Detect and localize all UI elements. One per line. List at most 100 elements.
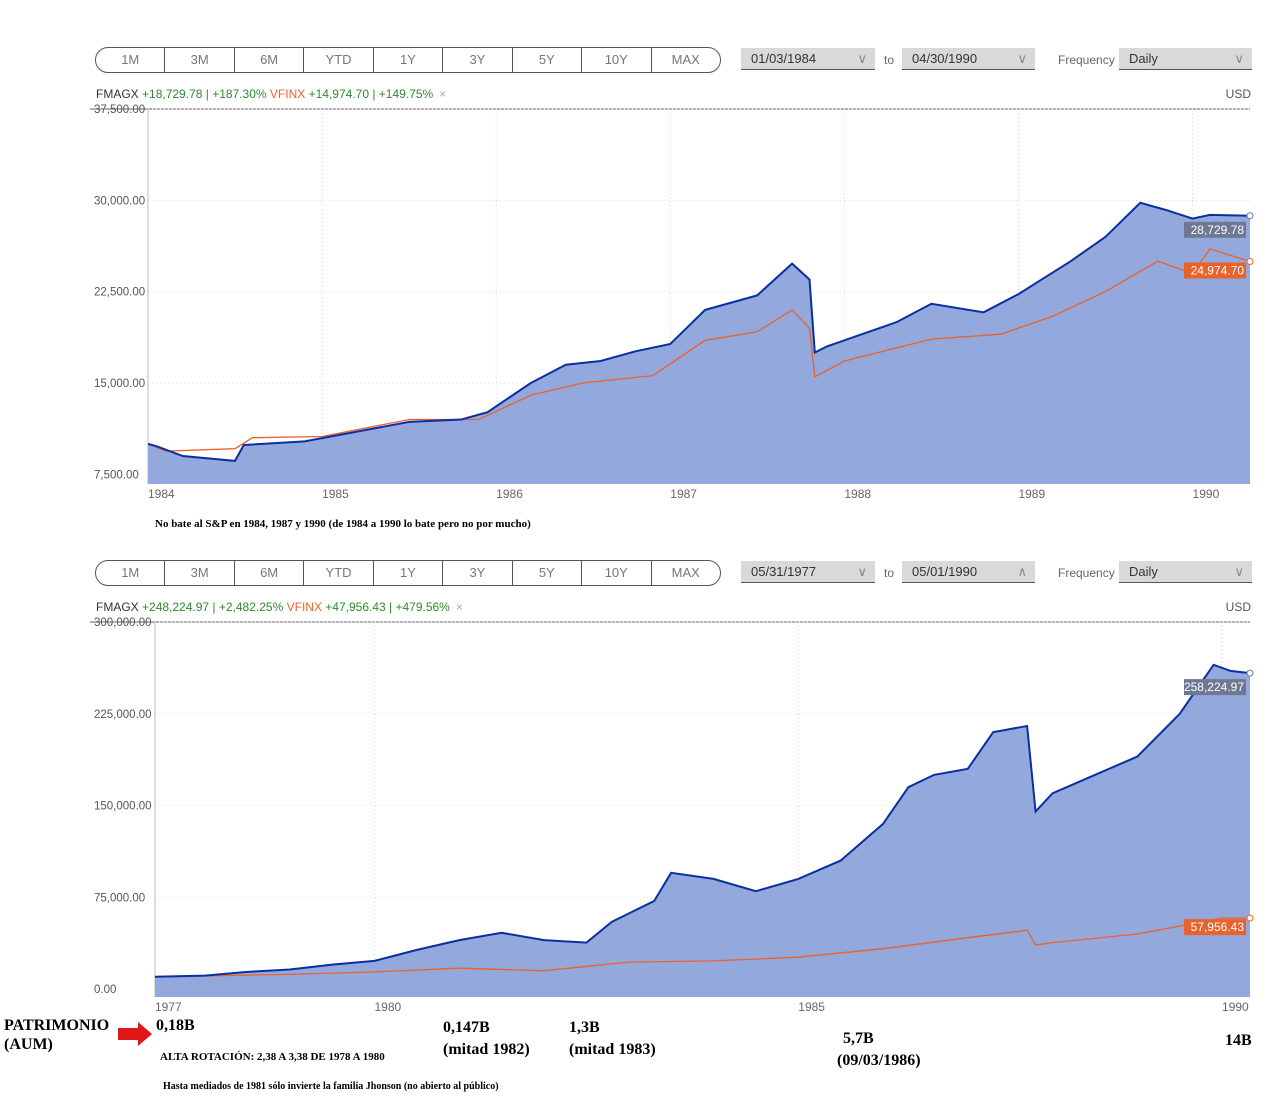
range-button-3m[interactable]: 3M [164, 48, 233, 72]
legend-fmagx: FMAGX [96, 600, 139, 614]
x-tick-label: 1984 [148, 487, 175, 501]
fmagx-line [147, 201, 1251, 462]
y-tick-label: 225,000.00 [94, 709, 152, 721]
from-date-value: 05/31/1977 [751, 564, 817, 579]
chevron-icon: ∨ [1017, 51, 1027, 66]
chevron-down-icon: ∨ [1234, 51, 1244, 66]
frequency-value: Daily [1129, 51, 1158, 66]
aum-1977: 0,18B [156, 1017, 195, 1034]
range-button-1y[interactable]: 1Y [372, 48, 442, 72]
y-tick-label: 75,000.00 [94, 892, 145, 904]
from-date-select[interactable]: 01/03/1984 ∨ [741, 48, 875, 70]
range-button-ytd[interactable]: YTD [303, 48, 372, 72]
fmagx-last-value-badge [1184, 221, 1246, 238]
x-tick-label: 1988 [844, 487, 871, 501]
x-tick-label: 1989 [1018, 487, 1045, 501]
x-tick-label: 1985 [322, 487, 349, 501]
y-tick-label: 150,000.00 [94, 801, 152, 813]
range-button-max[interactable]: MAX [650, 48, 720, 72]
range-button-5y[interactable]: 5Y [511, 561, 581, 585]
y-tick-label: 37,500.00 [94, 104, 145, 116]
range-button-3y[interactable]: 3Y [442, 561, 511, 585]
frequency-select[interactable]: Daily ∨ [1119, 48, 1252, 70]
fmagx-last-point [1246, 212, 1254, 220]
frequency-label: Frequency [1058, 566, 1115, 580]
aum-label: PATRIMONIO (AUM) [4, 1016, 109, 1054]
x-tick-label: 1987 [670, 487, 697, 501]
aum-1982-value: 0,147B [443, 1019, 490, 1036]
currency-label: USD [1225, 600, 1251, 614]
vfinx-last-value-badge [1184, 262, 1246, 279]
chevron-down-icon: ∨ [857, 564, 867, 579]
legend: FMAGX +18,729.78 | +187.30% VFINX +14,97… [96, 87, 446, 101]
fmagx-last-value-badge [1184, 679, 1246, 696]
aum-label-line1: PATRIMONIO [4, 1017, 110, 1034]
y-tick-label: 22,500.00 [94, 287, 145, 299]
aum-1986: 5,7B (09/03/1986) [837, 1028, 921, 1072]
to-label: to [884, 566, 895, 580]
range-button-max[interactable]: MAX [650, 561, 720, 585]
close-icon[interactable]: × [455, 600, 463, 614]
rotation-note: ALTA ROTACIÓN: 2,38 A 3,38 DE 1978 A 198… [160, 1051, 385, 1063]
aum-1986-value: 5,7B [843, 1030, 874, 1047]
fmagx-area [148, 202, 1250, 485]
legend-fmagx-stats: +18,729.78 | +187.30% [142, 87, 267, 101]
chevron-down-icon: ∨ [857, 51, 867, 66]
range-button-10y[interactable]: 10Y [581, 48, 650, 72]
range-button-1m[interactable]: 1M [121, 52, 140, 67]
aum-label-line2: (AUM) [4, 1036, 53, 1053]
frequency-value: Daily [1129, 564, 1158, 579]
y-tick-label: 300,000.00 [94, 617, 152, 629]
range-button-3y[interactable]: 3Y [442, 48, 511, 72]
range-button-6m[interactable]: 6M [233, 48, 303, 72]
currency-label: USD [1225, 87, 1251, 101]
vfinx-last-value: 57,956.43 [1191, 920, 1245, 934]
chevron-down-icon: ∨ [1234, 564, 1244, 579]
to-label: to [884, 53, 895, 67]
range-button-5y[interactable]: 5Y [511, 48, 581, 72]
price-chart: 1977 1980 1985 1990 300,000.00 225,000.00 150,… [90, 617, 1254, 1014]
chevron-icon: ∧ [1017, 564, 1027, 579]
range-selector: 1M 3M 6M YTD 1Y 3Y 5Y 10Y MAX [95, 560, 721, 586]
y-tick-label: 7,500.00 [94, 469, 139, 481]
frequency-label: Frequency [1058, 53, 1115, 67]
vfinx-last-point [1246, 257, 1254, 265]
price-chart: 1984 1985 1986 1987 1988 1989 1990 37,500.00 30,… [90, 104, 1254, 501]
range-button-10y[interactable]: 10Y [581, 561, 650, 585]
range-button-ytd[interactable]: YTD [303, 561, 372, 585]
range-button-1y[interactable]: 1Y [372, 561, 442, 585]
y-tick-label: 30,000.00 [94, 195, 145, 207]
x-tick-label: 1990 [1193, 487, 1220, 501]
fmagx-last-value: 258,224.97 [1184, 680, 1244, 694]
aum-1982-date: (mitad 1982) [443, 1041, 530, 1058]
legend-vfinx: VFINX [269, 87, 306, 101]
to-date-select[interactable]: 04/30/1990 ∨ [902, 48, 1035, 70]
from-date-value: 01/03/1984 [751, 51, 817, 66]
aum-1990: 14B [1225, 1032, 1252, 1049]
legend-vfinx-stats: +47,956.43 | +479.56% [325, 600, 450, 614]
x-tick-label: 1977 [155, 1000, 182, 1014]
aum-1982: 0,147B (mitad 1982) [443, 1017, 530, 1061]
to-date-value: 04/30/1990 [912, 51, 978, 66]
range-selector: 1M 3M 6M YTD 1Y 3Y 5Y 10Y MAX [95, 47, 721, 73]
range-button-3m[interactable]: 3M [164, 561, 233, 585]
frequency-select[interactable]: Daily ∨ [1119, 561, 1252, 583]
legend-fmagx: FMAGX [96, 87, 139, 101]
from-date-select[interactable]: 05/31/1977 ∨ [741, 561, 875, 583]
x-tick-label: 1986 [496, 487, 523, 501]
fmagx-last-point [1246, 669, 1254, 677]
range-button-1m[interactable]: 1M [121, 565, 140, 580]
legend-fmagx-stats: +248,224.97 | +2,482.25% [142, 600, 284, 614]
close-icon[interactable]: × [439, 87, 447, 101]
range-button-6m[interactable]: 6M [233, 561, 303, 585]
private-note: Hasta mediados de 1981 sólo invierte la … [163, 1081, 499, 1092]
x-tick-label: 1985 [798, 1000, 825, 1014]
to-date-value: 05/01/1990 [912, 564, 978, 579]
legend: FMAGX +248,224.97 | +2,482.25% VFINX +47… [96, 600, 463, 614]
aum-1983: 1,3B (mitad 1983) [569, 1017, 656, 1061]
vfinx-last-value: 24,974.70 [1191, 263, 1245, 277]
to-date-select[interactable]: 05/01/1990 ∧ [902, 561, 1035, 583]
aum-1983-value: 1,3B [569, 1019, 600, 1036]
chart1-note: No bate al S&P en 1984, 1987 y 1990 (de … [155, 518, 531, 530]
legend-vfinx: VFINX [286, 600, 322, 614]
